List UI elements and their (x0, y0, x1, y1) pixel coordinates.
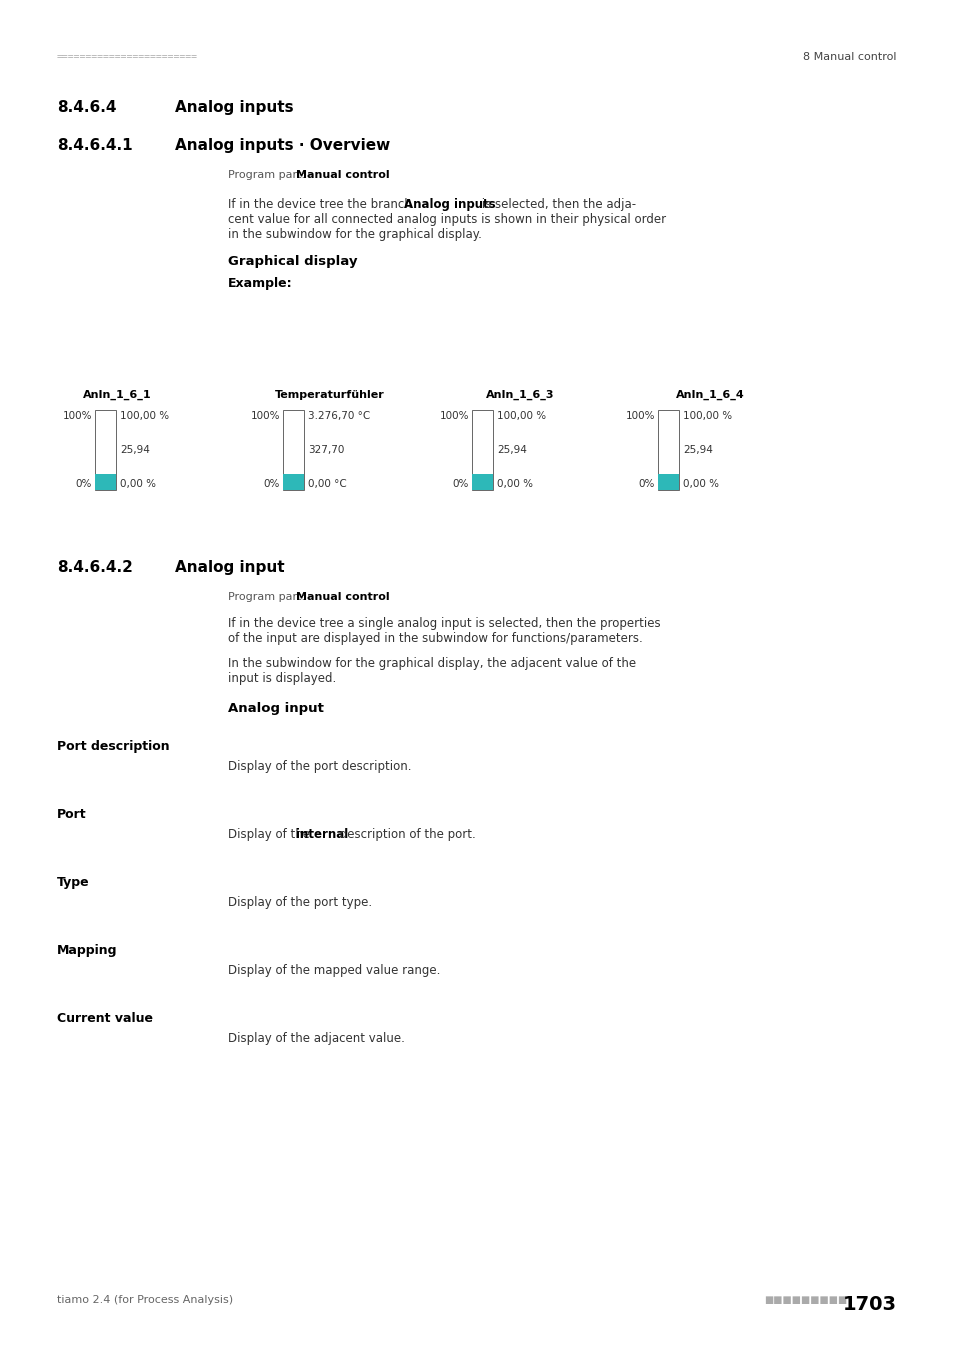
Text: 8.4.6.4.1: 8.4.6.4.1 (57, 138, 132, 153)
Text: 25,94: 25,94 (497, 446, 526, 455)
Text: 100%: 100% (63, 410, 91, 421)
Text: cent value for all connected analog inputs is shown in their physical order: cent value for all connected analog inpu… (228, 213, 665, 225)
Text: 0%: 0% (638, 479, 655, 489)
Bar (658, 474, 679, 490)
Text: input is displayed.: input is displayed. (228, 672, 335, 684)
Text: 100%: 100% (439, 410, 469, 421)
Text: 100,00 %: 100,00 % (497, 410, 545, 421)
Bar (658, 410, 679, 490)
Text: If in the device tree the branch: If in the device tree the branch (228, 198, 416, 211)
Text: Port: Port (57, 809, 87, 821)
Text: 0%: 0% (263, 479, 280, 489)
Text: Display of the adjacent value.: Display of the adjacent value. (228, 1031, 404, 1045)
Text: 25,94: 25,94 (120, 446, 150, 455)
Text: Mapping: Mapping (57, 944, 117, 957)
Bar (283, 410, 304, 490)
Text: Manual control: Manual control (295, 593, 389, 602)
Text: is selected, then the adja-: is selected, then the adja- (477, 198, 636, 211)
Text: AnIn_1_6_4: AnIn_1_6_4 (675, 390, 743, 400)
Text: 3.276,70 °C: 3.276,70 °C (308, 410, 370, 421)
Text: 100,00 %: 100,00 % (682, 410, 731, 421)
Text: Type: Type (57, 876, 90, 890)
Bar (95, 410, 116, 490)
Text: Analog input: Analog input (228, 702, 323, 716)
Text: 327,70: 327,70 (308, 446, 344, 455)
Text: 0,00 %: 0,00 % (497, 479, 533, 489)
Text: 8 Manual control: 8 Manual control (802, 53, 896, 62)
Text: If in the device tree a single analog input is selected, then the properties: If in the device tree a single analog in… (228, 617, 659, 630)
Text: internal: internal (296, 828, 348, 841)
Text: Display of the: Display of the (228, 828, 314, 841)
Text: Port description: Port description (57, 740, 170, 753)
Text: ========================: ======================== (57, 53, 198, 62)
Text: Display of the port description.: Display of the port description. (228, 760, 411, 774)
Bar (472, 410, 493, 490)
Text: 8.4.6.4.2: 8.4.6.4.2 (57, 560, 132, 575)
Text: 0,00 %: 0,00 % (682, 479, 719, 489)
Text: Program part:: Program part: (228, 170, 309, 180)
Text: AnIn_1_6_1: AnIn_1_6_1 (83, 390, 152, 400)
Text: Analog inputs: Analog inputs (403, 198, 496, 211)
Text: 0%: 0% (75, 479, 91, 489)
Text: In the subwindow for the graphical display, the adjacent value of the: In the subwindow for the graphical displ… (228, 657, 636, 670)
Text: Temperaturfühler: Temperaturfühler (274, 390, 384, 400)
Text: 0,00 °C: 0,00 °C (308, 479, 346, 489)
Text: Program part:: Program part: (228, 593, 309, 602)
Text: 100%: 100% (625, 410, 655, 421)
Text: 25,94: 25,94 (682, 446, 712, 455)
Text: 8.4.6.4: 8.4.6.4 (57, 100, 116, 115)
Text: Analog inputs · Overview: Analog inputs · Overview (174, 138, 390, 153)
Text: 100,00 %: 100,00 % (120, 410, 169, 421)
Text: 100%: 100% (251, 410, 280, 421)
Text: Manual control: Manual control (295, 170, 389, 180)
Text: 0%: 0% (452, 479, 469, 489)
Text: Graphical display: Graphical display (228, 255, 357, 269)
Text: of the input are displayed in the subwindow for functions/parameters.: of the input are displayed in the subwin… (228, 632, 642, 645)
Text: Analog input: Analog input (174, 560, 284, 575)
Text: Current value: Current value (57, 1012, 152, 1025)
Text: AnIn_1_6_3: AnIn_1_6_3 (485, 390, 554, 400)
Text: Example:: Example: (228, 277, 293, 290)
Text: 1703: 1703 (842, 1295, 896, 1314)
Text: Display of the mapped value range.: Display of the mapped value range. (228, 964, 440, 977)
Text: Analog inputs: Analog inputs (174, 100, 294, 115)
Text: in the subwindow for the graphical display.: in the subwindow for the graphical displ… (228, 228, 481, 242)
Bar (283, 474, 304, 490)
Bar (472, 474, 493, 490)
Bar (95, 474, 116, 490)
Text: 0,00 %: 0,00 % (120, 479, 156, 489)
Text: Display of the port type.: Display of the port type. (228, 896, 372, 909)
Text: description of the port.: description of the port. (335, 828, 476, 841)
Text: ■■■■■■■■■: ■■■■■■■■■ (763, 1295, 846, 1305)
Text: tiamo 2.4 (for Process Analysis): tiamo 2.4 (for Process Analysis) (57, 1295, 233, 1305)
